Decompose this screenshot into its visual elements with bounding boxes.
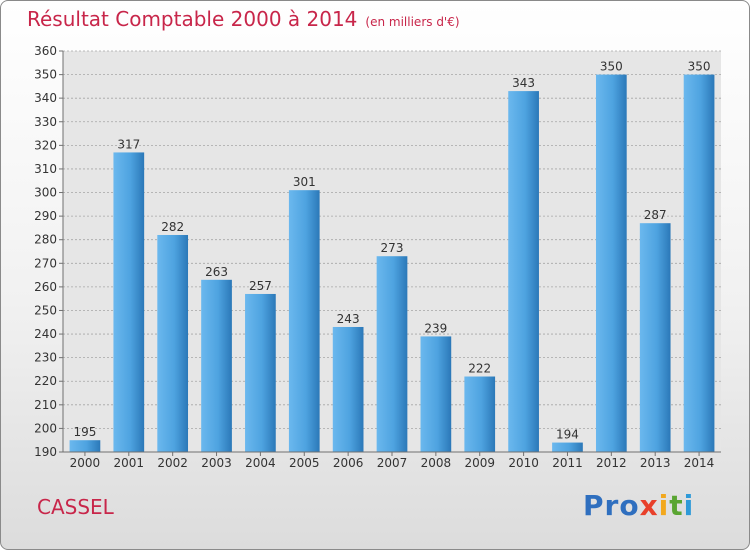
y-axis-ticks: 190 200 210 220 230 240 250 260 270 280 290 300 310 3…: [34, 44, 63, 459]
y-tick-label: 260: [34, 280, 57, 294]
data-label-2005: 301: [293, 175, 316, 189]
y-tick-label: 330: [34, 115, 57, 129]
bar-2002: [157, 234, 189, 452]
x-tick-label-2006: 2006: [333, 456, 364, 470]
logo-letter: x: [639, 489, 659, 522]
x-tick-label-2011: 2011: [552, 456, 583, 470]
bar-2008: [420, 336, 452, 452]
y-tick-label: 210: [34, 398, 57, 412]
data-label-2007: 273: [381, 241, 404, 255]
logo-letter: i: [683, 489, 695, 522]
bar-2005: [288, 190, 320, 452]
y-tick-label: 290: [34, 209, 57, 223]
logo-letter: i: [658, 489, 670, 522]
chart-title-line: Résultat Comptable 2000 à 2014 (en millie…: [27, 7, 460, 31]
data-label-2008: 239: [424, 321, 447, 335]
y-tick-label: 190: [34, 445, 57, 459]
x-tick-label-2003: 2003: [201, 456, 232, 470]
x-tick-label-2009: 2009: [464, 456, 495, 470]
x-tick-label-2012: 2012: [596, 456, 627, 470]
x-tick-label-2014: 2014: [684, 456, 715, 470]
y-tick-label: 250: [34, 303, 57, 317]
data-label-2001: 317: [117, 137, 140, 151]
commune-name: CASSEL: [37, 495, 114, 519]
bar-2012: [595, 74, 627, 453]
data-label-2014: 350: [688, 60, 711, 74]
x-tick-label-2010: 2010: [508, 456, 539, 470]
chart-subtitle: (en milliers d'€): [365, 15, 460, 29]
y-tick-label: 360: [34, 44, 57, 58]
data-label-2013: 287: [644, 208, 667, 222]
bar-2003: [201, 279, 232, 452]
bar-2004: [245, 293, 276, 452]
bar-2009: [464, 376, 496, 452]
x-tick-label-2005: 2005: [289, 456, 320, 470]
bar-2001: [113, 152, 145, 452]
bars: [69, 74, 715, 453]
logo-letter: t: [669, 489, 684, 522]
data-label-2002: 282: [161, 220, 184, 234]
data-label-2004: 257: [249, 279, 272, 293]
bar-2011: [552, 442, 583, 452]
bar-2000: [69, 440, 101, 452]
bar-2006: [332, 326, 364, 452]
y-tick-label: 310: [34, 162, 57, 176]
y-tick-label: 340: [34, 91, 57, 105]
y-tick-label: 240: [34, 327, 57, 341]
x-tick-label-2004: 2004: [245, 456, 276, 470]
data-label-2011: 194: [556, 428, 579, 442]
data-label-2006: 243: [337, 312, 360, 326]
y-tick-label: 300: [34, 186, 57, 200]
data-labels: 195 317 282 263 257 301 243 273 239 222 343 194 350 2…: [73, 60, 710, 442]
logo-letter: r: [604, 489, 620, 522]
y-tick-label: 220: [34, 374, 57, 388]
x-tick-label-2001: 2001: [114, 456, 145, 470]
x-tick-label-2008: 2008: [421, 456, 452, 470]
data-label-2012: 350: [600, 60, 623, 74]
y-tick-label: 320: [34, 138, 57, 152]
y-tick-label: 280: [34, 233, 57, 247]
x-tick-label-2000: 2000: [70, 456, 101, 470]
y-tick-label: 350: [34, 68, 57, 82]
logo-letter: o: [619, 489, 640, 522]
chart-title: Résultat Comptable 2000 à 2014: [27, 7, 358, 31]
logo-letter: P: [583, 489, 605, 522]
y-tick-label: 270: [34, 256, 57, 270]
bar-2007: [376, 256, 408, 452]
y-tick-label: 230: [34, 351, 57, 365]
bar-2014: [683, 74, 715, 453]
data-label-2000: 195: [73, 425, 96, 439]
x-axis-ticks: 2000 2001 2002 2003 2004 2005 2006 2007 2008 2009…: [70, 452, 715, 470]
data-label-2003: 263: [205, 265, 228, 279]
x-tick-label-2002: 2002: [157, 456, 188, 470]
x-tick-label-2007: 2007: [377, 456, 408, 470]
y-tick-label: 200: [34, 421, 57, 435]
bar-2013: [639, 223, 671, 452]
data-label-2009: 222: [468, 362, 491, 376]
data-label-2010: 343: [512, 76, 535, 90]
proxiti-logo[interactable]: Proxiti: [583, 489, 694, 522]
bar-2010: [508, 91, 539, 452]
x-tick-label-2013: 2013: [640, 456, 671, 470]
